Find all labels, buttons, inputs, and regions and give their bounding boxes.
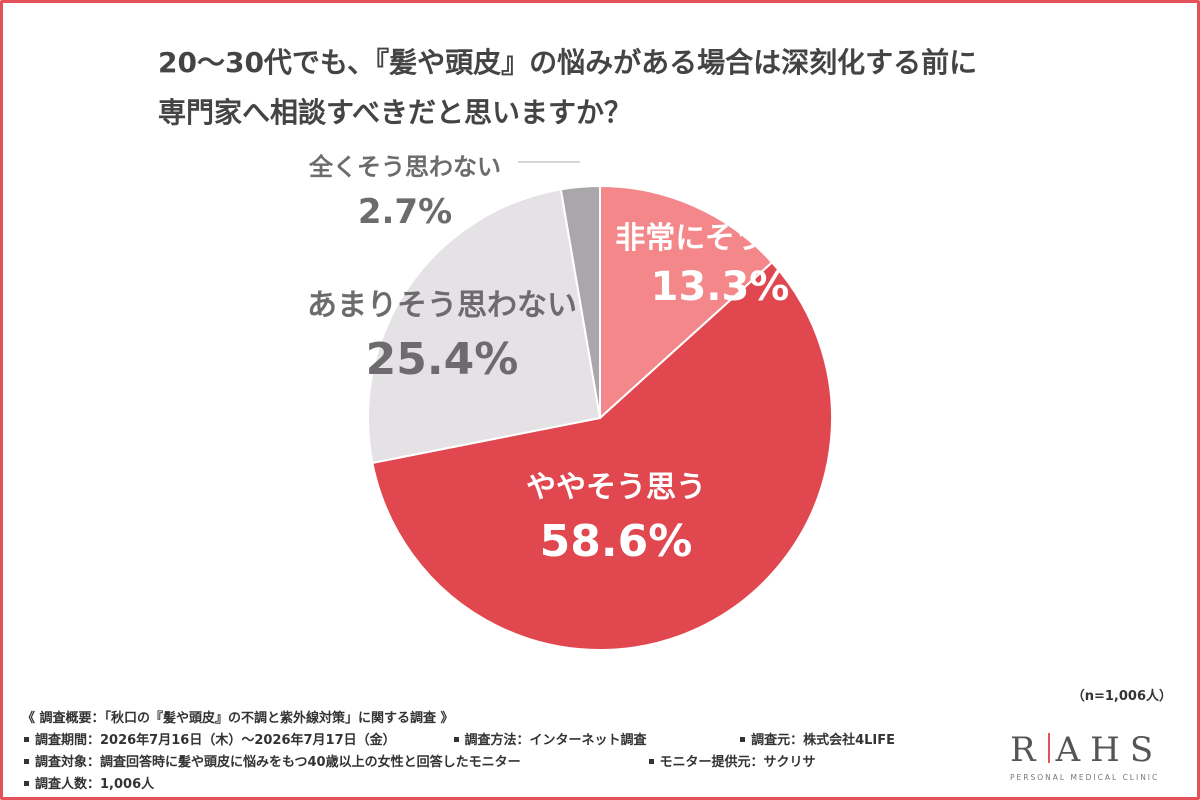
pie-slice-very-much-agree [599,184,774,421]
survey-row-2: 調査対象：調査回答時に髪や頭皮に悩みをもつ40歳以上の女性と回答したモニター モ… [22,752,962,774]
pie-slice-strongly-disagree [559,184,601,419]
pie-slice-somewhat-agree [371,260,833,651]
bullet-icon [453,737,459,742]
survey-source: 調査元：株式会社4LIFE [738,730,895,752]
survey-period: 調査期間：2026年7月16日（木）〜2026年7月17日（金） [22,730,447,752]
survey-count: 調査人数：1,006人 [22,774,154,796]
bullet-icon [24,737,29,742]
slice-label-somewhat-disagree: あまりそう思わない [307,288,577,323]
bullet-icon [24,781,29,786]
logo-accent-bar [1047,733,1050,763]
title-line-1: 20〜30代でも、『髪や頭皮』の悩みがある場合は深刻化する前に [158,46,978,79]
survey-provider: モニター提供元：サクリサ [647,752,816,774]
title-line-2: 専門家へ相談すべきだと思いますか？ [158,96,633,129]
slice-value-very-much-agree: 13.3% [651,264,790,310]
slice-label-strongly-disagree: 全くそう思わない [308,153,501,181]
bullet-icon [24,759,29,764]
bullet-icon [740,737,746,742]
survey-heading: 《 調査概要：「秋口の『髪や頭皮』の不調と紫外線対策」に関する調査 》 [22,711,454,726]
logo-wordmark: R AHS [1010,730,1164,770]
survey-footer: 《 調査概要：「秋口の『髪や頭皮』の不調と紫外線対策」に関する調査 》 調査期間… [22,708,962,796]
slice-value-somewhat-disagree: 25.4% [366,334,519,385]
pie-slice-somewhat-disagree [367,188,602,465]
survey-method: 調査方法：インターネット調査 [452,730,734,752]
slice-value-somewhat-agree: 58.6% [540,516,693,567]
survey-row-3: 調査人数：1,006人 [22,774,962,796]
sample-size: （n=1,006人） [1071,689,1172,704]
chart-title: 20〜30代でも、『髪や頭皮』の悩みがある場合は深刻化する前に 専門家へ相談すべ… [158,38,1138,138]
bullet-icon [648,759,654,764]
slice-label-very-much-agree: 非常にそう思う [615,221,824,256]
logo-subtitle: PERSONAL MEDICAL CLINIC [1010,773,1160,782]
survey-row-1: 調査期間：2026年7月16日（木）〜2026年7月17日（金） 調査方法：イン… [22,730,962,752]
slice-label-somewhat-agree: ややそう思う [526,470,706,505]
riahs-logo: R AHS PERSONAL MEDICAL CLINIC [1010,733,1168,783]
slice-value-strongly-disagree: 2.7% [358,192,452,232]
survey-target: 調査対象：調査回答時に髪や頭皮に悩みをもつ40歳以上の女性と回答したモニター [22,752,642,774]
